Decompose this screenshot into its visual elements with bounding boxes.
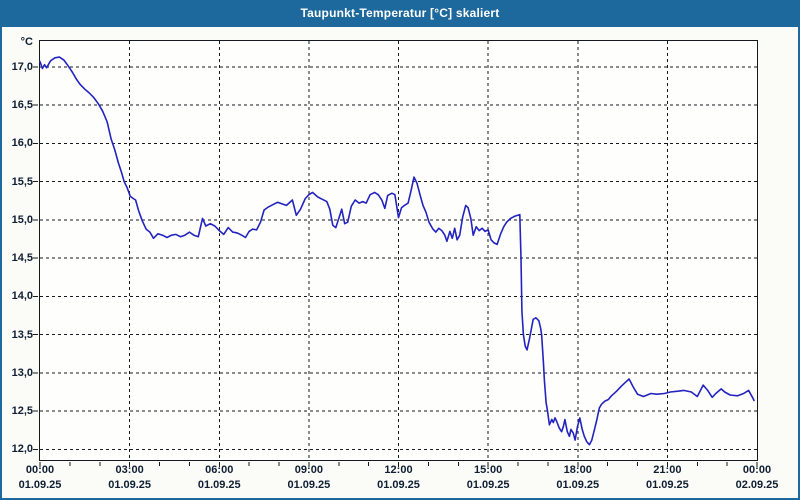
y-tick-label: 14,0: [11, 290, 33, 303]
x-tick-date-label: 02.09.25: [735, 479, 779, 491]
x-tick-date-label: 01.09.25: [377, 479, 420, 491]
x-tick-time-label: 12:00: [384, 464, 413, 476]
x-tick-time-label: 15:00: [474, 464, 503, 476]
x-tick-date-label: 01.09.25: [197, 479, 241, 491]
x-tick-date-label: 01.09.25: [108, 479, 152, 491]
x-tick-time-label: 21:00: [653, 464, 682, 476]
x-tick-date-label: 01.09.25: [466, 479, 510, 491]
plot-area: [33, 40, 758, 467]
x-tick-time-label: 18:00: [563, 464, 592, 476]
dew-point-line-series: [39, 56, 755, 446]
y-tick-label: 13,0: [11, 366, 33, 379]
x-tick-date-label: 01.09.25: [287, 479, 331, 491]
x-tick-time-label: 03:00: [115, 464, 144, 476]
x-tick-date-label: 01.09.25: [18, 479, 62, 491]
window-title: Taupunkt-Temperatur [°C] skaliert: [300, 6, 500, 20]
y-tick-label: 16,0: [11, 137, 33, 150]
y-tick-label: 17,0: [11, 60, 33, 73]
x-tick-time-label: 09:00: [294, 464, 323, 476]
x-tick-date-label: 01.09.25: [556, 479, 600, 491]
x-tick-time-label: 00:00: [25, 464, 55, 476]
title-bar[interactable]: Taupunkt-Temperatur [°C] skaliert: [0, 0, 800, 27]
y-tick-label: 16,5: [11, 99, 33, 112]
y-tick-label: 14,5: [11, 252, 33, 265]
x-tick-time-label: 00:00: [742, 464, 772, 476]
y-tick-label: 12,0: [11, 443, 33, 456]
x-tick-time-label: 06:00: [205, 464, 234, 476]
y-axis-unit-label: °C: [20, 36, 33, 48]
y-tick-label: 12,5: [11, 405, 33, 418]
x-tick-date-label: 01.09.25: [645, 479, 689, 491]
y-tick-label: 15,5: [11, 175, 33, 188]
line-chart-svg: [33, 41, 758, 467]
y-tick-label: 13,5: [11, 328, 33, 341]
y-tick-label: 15,0: [11, 213, 33, 226]
